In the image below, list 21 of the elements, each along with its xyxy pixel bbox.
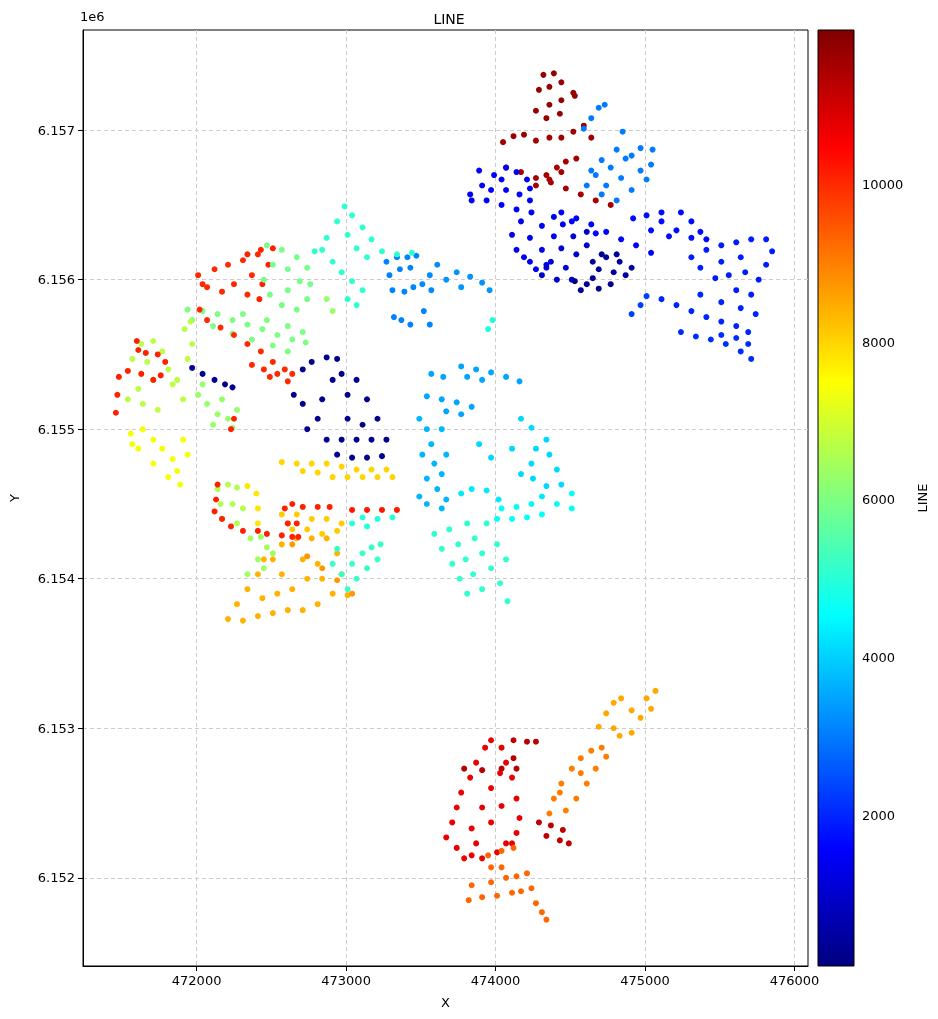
x-axis-title: X <box>441 995 451 1010</box>
color-bar-label: 4000 <box>862 650 896 666</box>
color-bar-title: LINE <box>915 483 930 513</box>
x-tick-label: 474000 <box>470 973 521 988</box>
x-tick-label: 475000 <box>620 973 670 988</box>
y-tick-label: 6.154 <box>37 571 75 587</box>
text: 1e6 <box>80 9 105 24</box>
color-bar-label: 6000 <box>862 492 896 508</box>
color-bar-label: 8000 <box>862 334 896 350</box>
y-tick-label: 6.157 <box>37 122 75 138</box>
color-bar-label: 10000 <box>862 176 904 192</box>
x-tick-label: 476000 <box>769 973 820 988</box>
chart-title: LINE <box>433 11 465 27</box>
x-tick-label: 473000 <box>321 973 371 988</box>
y-tick-label: 6.152 <box>37 870 75 886</box>
y-tick-label: 6.156 <box>37 272 75 288</box>
y-tick-label: 6.153 <box>37 720 75 736</box>
color-bar-label: 2000 <box>862 808 896 824</box>
y-axis-title: Y <box>7 493 22 503</box>
y-tick-label: 6.155 <box>37 421 75 437</box>
x-tick-label: 472000 <box>171 973 222 988</box>
